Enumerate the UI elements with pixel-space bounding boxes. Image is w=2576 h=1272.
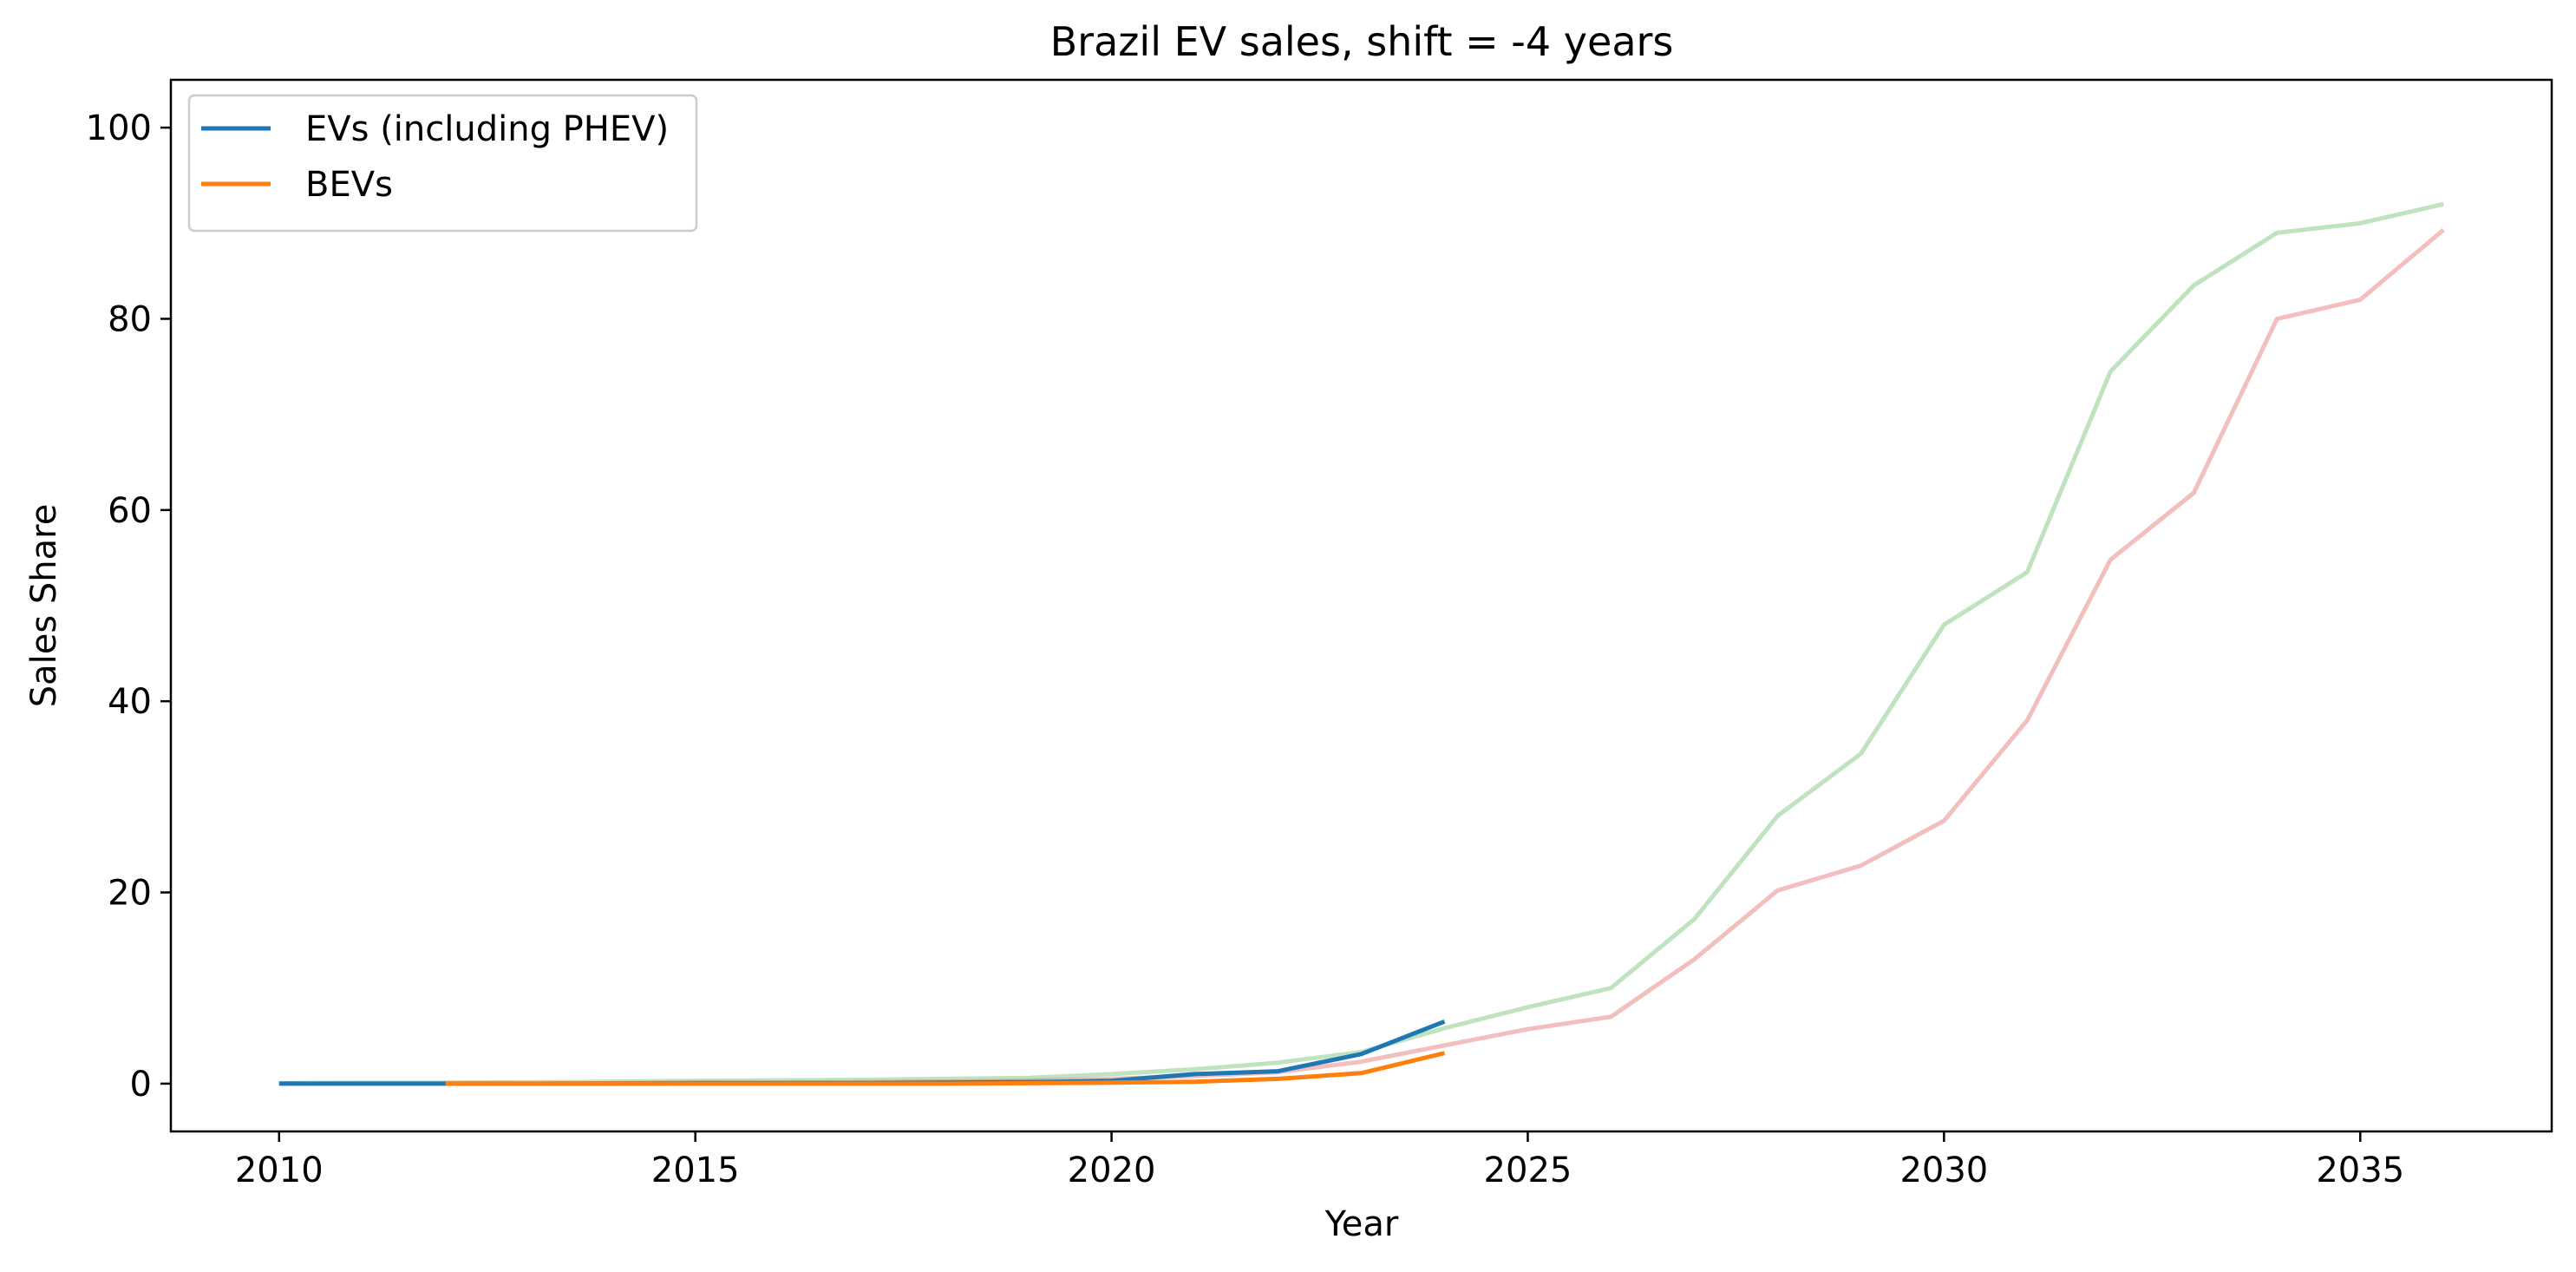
chart-title: Brazil EV sales, shift = -4 years: [1050, 18, 1674, 65]
x-tick-label: 2015: [651, 1151, 740, 1190]
series-line-bevs: [445, 1051, 1446, 1086]
x-tick-label: 2035: [2316, 1151, 2404, 1190]
plot-frame: [169, 78, 2553, 1133]
y-tick-label: 100: [86, 108, 152, 148]
y-tick-label: 80: [108, 299, 152, 339]
legend-box: [187, 94, 698, 233]
plot-lines: [278, 201, 2445, 1086]
x-tick-label: 2025: [1484, 1151, 1572, 1190]
legend: EVs (including PHEV) BEVs: [187, 94, 698, 233]
series-line-ev_ref: [278, 201, 2444, 1085]
x-axis: 2010 2015 2020 2025 2030 2035: [235, 1131, 2404, 1190]
y-axis: 0 20 40 60 80 100: [86, 108, 171, 1105]
y-axis-title: Sales Share: [24, 504, 64, 708]
series-line-bev_ref: [278, 228, 2445, 1086]
legend-label-bevs: BEVs: [305, 165, 393, 205]
y-tick-label: 60: [108, 491, 152, 531]
y-tick-label: 20: [108, 874, 152, 914]
x-tick-label: 2010: [235, 1151, 324, 1190]
y-tick-label: 0: [130, 1065, 152, 1105]
y-tick-label: 40: [108, 682, 152, 722]
x-tick-label: 2020: [1068, 1151, 1156, 1190]
legend-label-evs: EVs (including PHEV): [305, 109, 669, 149]
x-tick-label: 2030: [1899, 1151, 1988, 1190]
x-axis-title: Year: [1324, 1204, 1399, 1244]
